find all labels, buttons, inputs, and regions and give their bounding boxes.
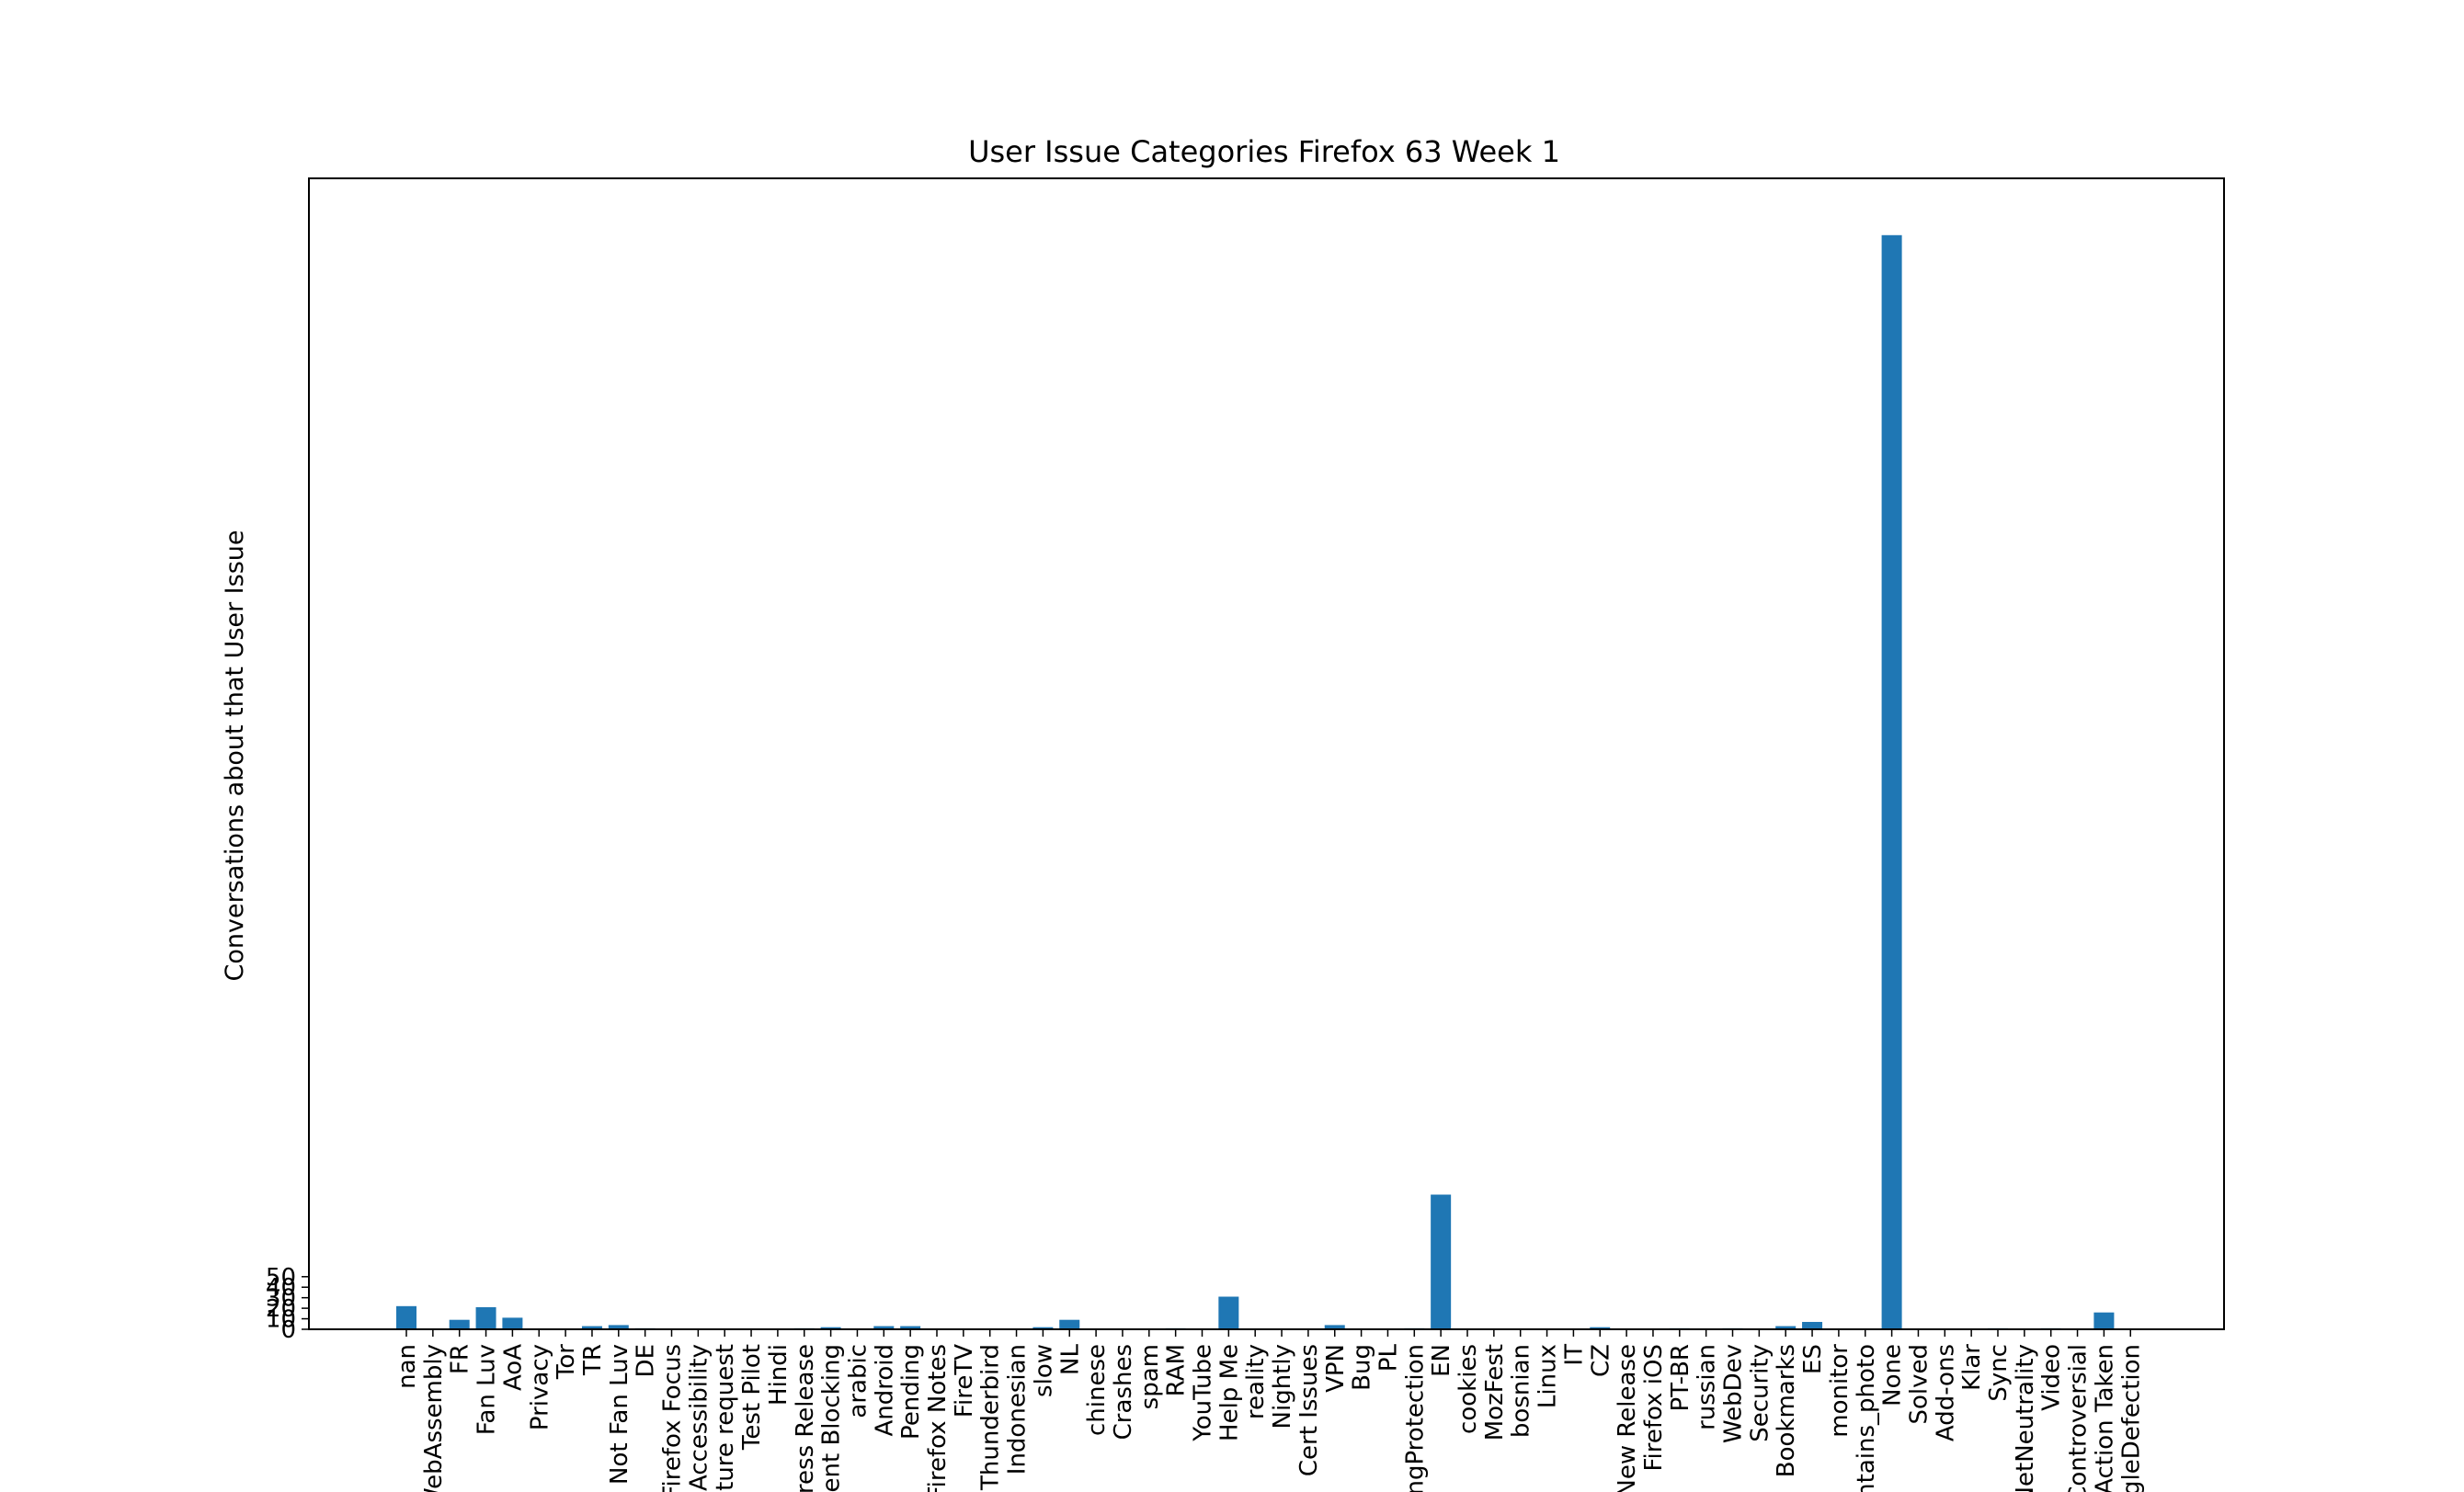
x-tick-label: Firefox Focus — [659, 1344, 687, 1492]
bar-35 — [1324, 1325, 1345, 1329]
x-tick-label: YouTube — [1190, 1344, 1217, 1442]
x-tick-label: Privacy — [526, 1344, 553, 1430]
y-tick-label: 10 — [266, 1306, 296, 1334]
bar-4 — [502, 1317, 523, 1329]
x-tick-label: Help Me — [1215, 1344, 1243, 1441]
x-tick-label: Cert Issues — [1295, 1344, 1323, 1476]
x-tick-label: TrackingProtection — [1401, 1344, 1429, 1492]
x-tick-label: AoA — [499, 1344, 527, 1391]
x-tick-label: WebAssembly — [420, 1344, 448, 1492]
bar-31 — [1218, 1296, 1239, 1329]
bar-19 — [900, 1326, 921, 1329]
x-tick-label: NetNeutrality — [2012, 1344, 2039, 1492]
x-tick-label: nan — [394, 1344, 421, 1389]
x-tick-label: Hindi — [765, 1344, 793, 1406]
x-tick-label: Linux — [1534, 1344, 1562, 1408]
x-tick-label: contains_photo — [1853, 1344, 1880, 1492]
x-tick-label: PT-BR — [1667, 1344, 1694, 1412]
bar-52 — [1775, 1326, 1797, 1329]
bar-8 — [608, 1325, 629, 1329]
x-tick-label: Android — [871, 1344, 898, 1437]
y-tick-label: 50 — [266, 1264, 296, 1292]
x-tick-label: slow — [1030, 1344, 1057, 1397]
plot-area-frame — [308, 177, 2225, 1330]
x-tick-label: CZ — [1587, 1344, 1614, 1377]
x-tick-label: Controversial — [2065, 1344, 2093, 1492]
x-tick-label: Pending — [897, 1344, 925, 1440]
x-tick-label: Klar — [1958, 1344, 1986, 1391]
x-tick-label: spam — [1136, 1344, 1164, 1409]
bar-25 — [1059, 1319, 1080, 1329]
x-tick-label: Solved — [1905, 1344, 1933, 1425]
x-tick-label: bosnian — [1508, 1344, 1535, 1438]
x-tick-label: Express Release — [792, 1344, 819, 1492]
x-tick-label: ES — [1799, 1344, 1827, 1374]
x-tick-label: Thunderbird — [977, 1344, 1005, 1491]
y-tick-label: 20 — [266, 1295, 296, 1323]
bar-0 — [396, 1305, 416, 1329]
x-tick-label: Test Pilot — [738, 1344, 766, 1451]
y-tick-label: 40 — [266, 1274, 296, 1302]
x-tick-label: reality — [1242, 1344, 1270, 1419]
x-tick-label: Firefox Notes — [924, 1344, 952, 1492]
bar-7 — [581, 1326, 602, 1329]
bar-56 — [1881, 234, 1902, 1329]
bar-2 — [449, 1319, 470, 1329]
x-tick-label: Content Blocking — [818, 1344, 846, 1492]
x-tick-label: Bookmarks — [1773, 1344, 1800, 1477]
bar-3 — [475, 1306, 496, 1329]
x-tick-label: PL — [1375, 1343, 1402, 1372]
x-tick-label: WebDev — [1720, 1344, 1748, 1443]
bar-39 — [1431, 1194, 1452, 1329]
x-tick-label: EN — [1428, 1344, 1455, 1377]
x-tick-label: Crashes — [1110, 1344, 1137, 1440]
x-tick-label: Tor — [553, 1344, 580, 1380]
x-tick-label: Nightly — [1269, 1344, 1296, 1429]
x-tick-label: Not Fan Luv — [606, 1344, 633, 1485]
x-tick-label: New Release — [1614, 1344, 1641, 1492]
bars-group — [396, 234, 2115, 1329]
x-tick-label: NL — [1056, 1343, 1084, 1374]
x-tick-label: GoogleDefection — [2117, 1344, 2145, 1492]
x-tick-label: DE — [633, 1344, 660, 1377]
bar-64 — [2093, 1312, 2115, 1329]
x-tick-label: MozFest — [1481, 1344, 1509, 1441]
x-tick-label: None — [1879, 1344, 1907, 1407]
x-tick-label: TR — [579, 1344, 607, 1376]
x-tick-label: Firefox iOS — [1640, 1344, 1668, 1472]
x-tick-label: chinese — [1083, 1344, 1111, 1436]
x-tick-label: russian — [1694, 1344, 1721, 1430]
x-tick-label: Indonesian — [1004, 1344, 1032, 1475]
bar-18 — [873, 1326, 895, 1329]
y-tick-label: 0 — [280, 1316, 296, 1344]
x-tick-label: VPN — [1322, 1344, 1350, 1393]
x-tick-label: FR — [447, 1344, 474, 1374]
x-tick-label: Feature request — [712, 1344, 739, 1492]
x-tick-label: FireTV — [951, 1344, 978, 1418]
x-tick-label: arabic — [844, 1344, 872, 1418]
y-axis-label: Conversations about that User Issue — [221, 530, 249, 982]
x-tick-label: Sync — [1985, 1344, 2013, 1402]
x-tick-label: Accessibility — [685, 1344, 713, 1491]
x-tick-label: Bug — [1349, 1344, 1376, 1391]
x-tick-label: IT — [1560, 1344, 1588, 1366]
x-tick-label: RAM — [1163, 1344, 1191, 1396]
x-tick-label: cookies — [1454, 1344, 1482, 1434]
x-tick-label: monitor — [1826, 1344, 1854, 1438]
x-tick-label: Video — [2038, 1344, 2066, 1411]
bar-24 — [1032, 1327, 1054, 1329]
x-tick-label: Fan Luv — [473, 1344, 501, 1435]
x-tick-label: Security — [1746, 1344, 1774, 1442]
chart-title: User Issue Categories Firefox 63 Week 1 — [968, 134, 1560, 169]
bar-45 — [1590, 1327, 1611, 1329]
y-tick-label: 30 — [266, 1285, 296, 1313]
bar-53 — [1802, 1321, 1823, 1329]
bar-16 — [820, 1327, 841, 1329]
x-tick-label: Add-ons — [1932, 1344, 1959, 1441]
x-tick-label: Action Taken — [2091, 1344, 2118, 1492]
